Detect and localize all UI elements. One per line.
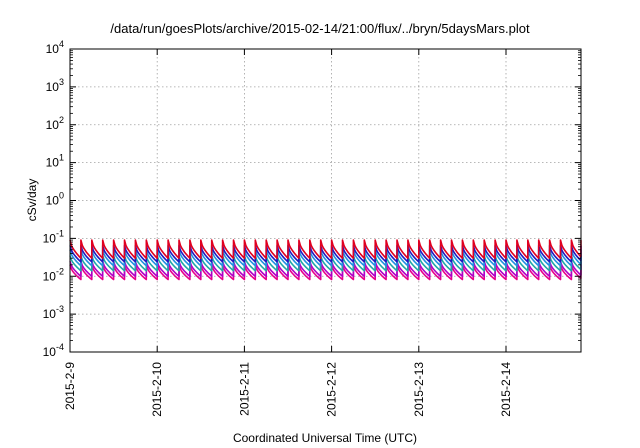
series-group <box>69 239 582 281</box>
x-tick-label: 2015-2-10 <box>150 362 164 417</box>
x-tick-label: 2015-2-9 <box>63 362 77 410</box>
chart-title: /data/run/goesPlots/archive/2015-02-14/2… <box>110 21 530 36</box>
y-tick-label: 104 <box>46 39 64 56</box>
x-axis-label: Coordinated Universal Time (UTC) <box>233 431 417 445</box>
ticks: 10-4 10-3 10-2 10-1 100 101 102 103 104 2015-2-9 2… <box>43 39 581 417</box>
y-tick-label: 10-3 <box>43 304 64 321</box>
y-tick-label: 100 <box>46 191 64 208</box>
series-line-2 <box>69 254 582 272</box>
y-tick-label: 10-1 <box>43 228 64 245</box>
x-tick-label: 2015-2-13 <box>412 362 426 417</box>
series-line-0 <box>69 264 582 281</box>
grid <box>70 48 581 353</box>
x-tick-label: 2015-2-14 <box>499 362 513 417</box>
y-tick-label: 103 <box>46 77 64 94</box>
series-line-1 <box>69 260 582 278</box>
y-tick-label: 10-2 <box>43 266 64 283</box>
x-tick-label: 2015-2-11 <box>237 362 251 416</box>
series-line-3 <box>69 249 582 267</box>
y-axis-label: cSv/day <box>25 179 39 222</box>
x-tick-label: 2015-2-12 <box>325 362 339 417</box>
y-tick-label: 10-4 <box>43 342 64 359</box>
y-tick-label: 101 <box>46 153 64 170</box>
series-line-4 <box>69 244 582 263</box>
series-line-5 <box>69 239 582 259</box>
y-tick-label: 102 <box>46 115 64 132</box>
